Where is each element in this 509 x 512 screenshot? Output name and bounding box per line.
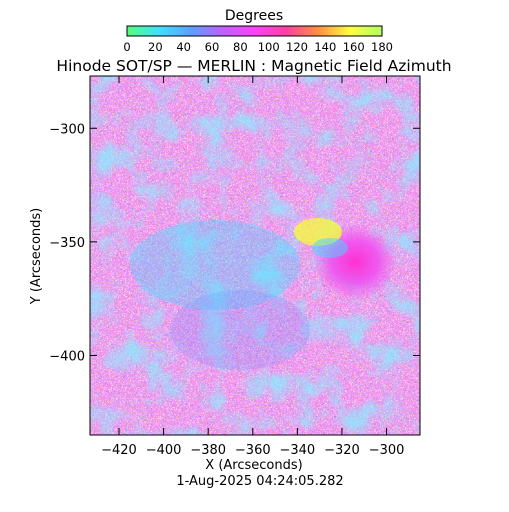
y-tick-label: −300: [49, 122, 85, 137]
x-tick-label: −400: [146, 443, 182, 458]
colorbar-tick-label: 140: [314, 40, 336, 54]
heatmap-image: [90, 76, 420, 435]
colorbar-tick-label: 120: [286, 40, 308, 54]
x-tick-label: −380: [190, 443, 226, 458]
colorbar-tick-labels: 0 20 40 60 80 100 120 140 160 180: [123, 40, 393, 54]
y-axis-label: Y (Arcseconds): [29, 208, 44, 305]
x-tick-label: −360: [235, 443, 271, 458]
y-tick-label: −350: [49, 236, 85, 251]
x-tick-label: −320: [324, 443, 360, 458]
colorbar-tick-label: 180: [371, 40, 393, 54]
colorbar-tick-label: 160: [343, 40, 365, 54]
x-axis-ticks: −420 −400 −380 −360 −340 −320 −300: [101, 76, 404, 458]
colorbar-title: Degrees: [225, 8, 283, 24]
colorbar-tick-label: 40: [176, 40, 191, 54]
region-cyan-center: [130, 220, 300, 310]
chart-title: Hinode SOT/SP — MERLIN : Magnetic Field …: [56, 57, 451, 75]
plot-frame: [89, 75, 421, 436]
colorbar-tick-label: 80: [233, 40, 248, 54]
x-tick-label: −340: [280, 443, 316, 458]
region-blue-lower: [170, 290, 310, 370]
colorbar: [126, 25, 383, 37]
colorbar-tick-label: 0: [123, 40, 130, 54]
region-cyan-spot: [312, 238, 348, 258]
x-tick-label: −420: [101, 443, 137, 458]
x-axis-label: X (Arcseconds): [205, 458, 302, 473]
colorbar-tick-label: 60: [205, 40, 220, 54]
x-tick-label: −300: [369, 443, 405, 458]
timestamp: 1-Aug-2025 04:24:05.282: [176, 474, 343, 489]
y-tick-label: −400: [49, 349, 85, 364]
colorbar-tick-label: 20: [148, 40, 163, 54]
colorbar-tick-label: 100: [258, 40, 280, 54]
y-axis-ticks: −300 −350 −400: [49, 122, 420, 364]
